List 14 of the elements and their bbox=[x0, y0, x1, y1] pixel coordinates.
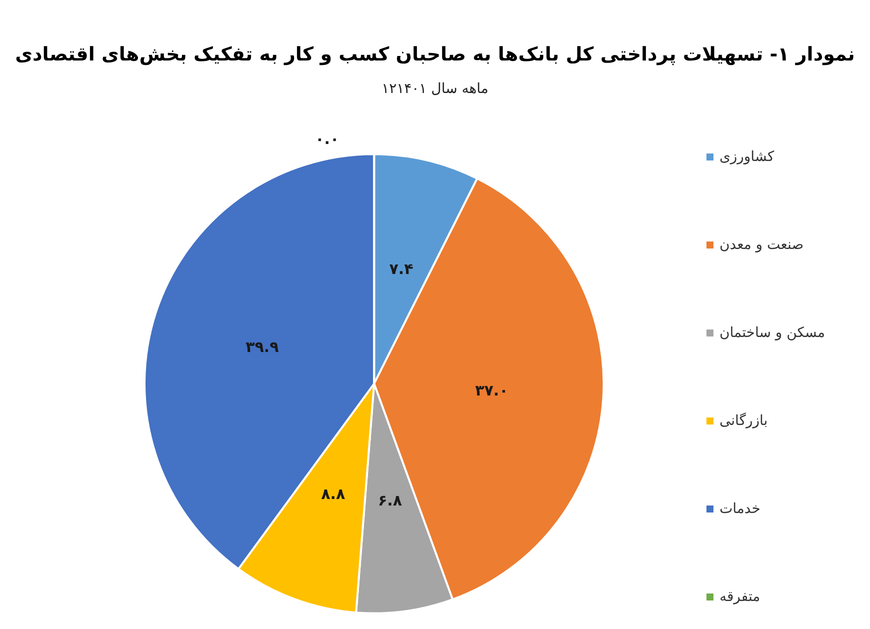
data-label: ۳۷.۰ bbox=[475, 382, 508, 400]
data-label: ۷.۴ bbox=[389, 260, 414, 278]
legend-label: بازرگانی bbox=[719, 412, 768, 429]
legend-label: مسکن و ساختمان bbox=[719, 325, 826, 341]
data-label: ۶.۸ bbox=[378, 491, 402, 510]
data-label: ۳۹.۹ bbox=[246, 338, 279, 356]
legend-label: متفرقه bbox=[719, 589, 760, 605]
data-label: ۸.۸ bbox=[321, 485, 346, 504]
legend-label: کشاورزی bbox=[719, 149, 774, 165]
legend-label: خدمات bbox=[719, 501, 760, 517]
chart-subtitle: ۱۲ماهه سال ۱۴۰۱ bbox=[382, 81, 488, 97]
legend-label: صنعت و معدن bbox=[719, 237, 804, 253]
chart-title: نمودار ۱- تسهیلات پرداختی کل بانک‌ها به صاحبان کسب و کار به تفکیک بخش‌های اقتصادی bbox=[15, 44, 855, 66]
text: ۰.۰ bbox=[315, 130, 340, 148]
